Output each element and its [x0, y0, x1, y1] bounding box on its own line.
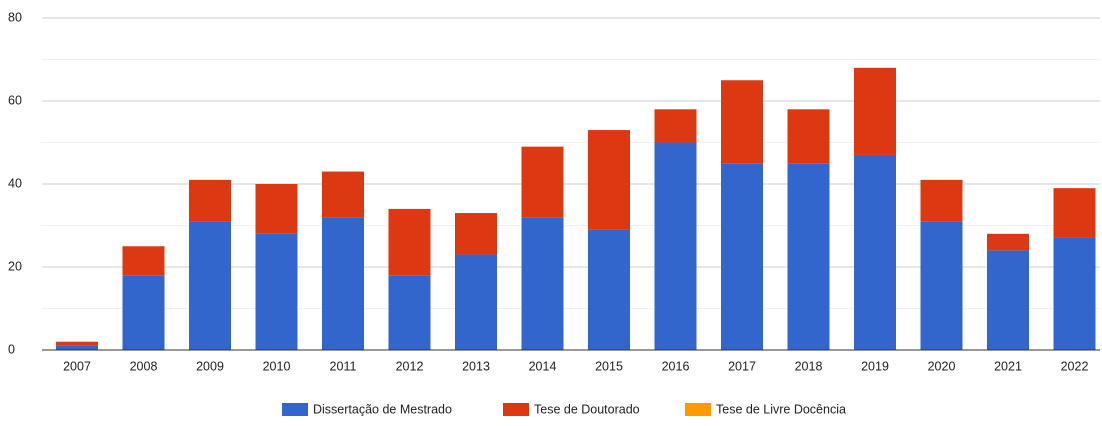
bar-segment[interactable]: [987, 233, 1029, 251]
bar-segment[interactable]: [255, 233, 298, 350]
bar-segment[interactable]: [521, 146, 564, 218]
bar-segment[interactable]: [854, 154, 896, 350]
bar-segment[interactable]: [56, 345, 98, 350]
x-tick-label: 2008: [130, 359, 158, 373]
legend-swatch[interactable]: [503, 403, 529, 416]
x-tick-label: 2011: [330, 359, 357, 373]
x-tick-label: 2019: [861, 359, 889, 373]
bar-segment[interactable]: [588, 130, 630, 230]
x-tick-label: 2010: [263, 359, 291, 373]
bar-segment[interactable]: [388, 275, 431, 350]
bar-segment[interactable]: [987, 250, 1029, 350]
x-tick-label: 2013: [462, 359, 490, 373]
x-tick-label: 2007: [63, 359, 91, 373]
legend-swatch[interactable]: [282, 403, 308, 416]
legend-label[interactable]: Tese de Doutorado: [534, 402, 640, 416]
x-tick-label: 2020: [928, 359, 956, 373]
y-tick-label: 0: [8, 342, 15, 356]
bar-segment[interactable]: [787, 109, 830, 164]
bar-segment[interactable]: [322, 217, 364, 350]
bar-segment[interactable]: [255, 184, 298, 234]
y-tick-label: 20: [8, 259, 22, 273]
bar-segment[interactable]: [1053, 237, 1096, 350]
bar-segment[interactable]: [455, 254, 497, 350]
legend-swatch[interactable]: [685, 403, 711, 416]
x-tick-label: 2014: [529, 359, 557, 373]
bar-segment[interactable]: [122, 275, 165, 350]
x-tick-label: 2009: [196, 359, 224, 373]
bar-segment[interactable]: [654, 109, 697, 143]
bar-segment[interactable]: [189, 221, 231, 350]
x-tick-label: 2016: [662, 359, 690, 373]
bar-segment[interactable]: [721, 80, 763, 164]
bar-segment[interactable]: [588, 229, 630, 350]
bar-segment[interactable]: [322, 171, 364, 218]
bar-segment[interactable]: [56, 341, 98, 346]
bar-segment[interactable]: [455, 213, 497, 255]
bar-segment[interactable]: [787, 163, 830, 350]
bar-segment[interactable]: [122, 246, 165, 276]
x-tick-label: 2021: [994, 359, 1022, 373]
bar-segment[interactable]: [920, 221, 963, 350]
y-tick-label: 80: [8, 10, 22, 24]
legend-label[interactable]: Dissertação de Mestrado: [313, 402, 452, 416]
bar-segment[interactable]: [654, 142, 697, 351]
bar-segment[interactable]: [388, 208, 431, 276]
x-tick-label: 2022: [1061, 359, 1089, 373]
bar-segment[interactable]: [521, 217, 564, 350]
legend-label[interactable]: Tese de Livre Docência: [716, 402, 846, 416]
bar-segment[interactable]: [189, 179, 231, 222]
y-tick-label: 60: [8, 93, 22, 107]
bar-segment[interactable]: [920, 179, 963, 222]
y-tick-label: 40: [8, 176, 22, 190]
bar-segment[interactable]: [1053, 188, 1096, 238]
x-tick-label: 2015: [595, 359, 623, 373]
bar-segment[interactable]: [721, 163, 763, 350]
bar-segment[interactable]: [854, 67, 896, 155]
x-tick-label: 2018: [795, 359, 823, 373]
x-tick-label: 2012: [396, 359, 424, 373]
x-tick-label: 2017: [728, 359, 756, 373]
